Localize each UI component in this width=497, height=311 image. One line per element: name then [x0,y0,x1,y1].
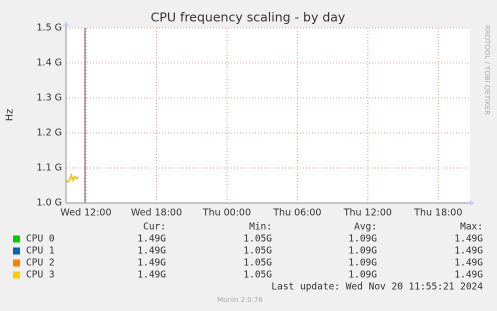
legend-swatch [13,271,20,279]
last-update: Last update: Wed Nov 20 11:55:21 2024 [271,282,483,293]
legend-stat: 1.49G [454,246,483,257]
x-tick-label: Wed 12:00 [60,208,111,219]
y-tick-label: 1.1 G [37,163,63,174]
legend-stat: 1.09G [348,246,377,257]
legend-stat: 1.05G [243,258,272,269]
x-tick-label: Thu 12:00 [343,208,392,219]
x-tick-label: Thu 06:00 [272,208,321,219]
legend-label: CPU 3 [26,270,55,281]
y-tick-label: 1.3 G [37,93,63,104]
legend-stat: 1.49G [137,258,166,269]
legend-stat: 1.49G [454,234,483,245]
legend-stat: 1.05G [243,246,272,257]
legend-header: Cur: [143,222,166,233]
legend-stat: 1.49G [137,270,166,281]
chart-title: CPU frequency scaling - by day [151,10,346,25]
y-tick-label: 1.4 G [37,58,63,69]
legend-header: Avg: [354,222,377,233]
y-tick-label: 1.0 G [37,198,63,209]
x-tick-label: Thu 18:00 [413,208,462,219]
legend: Cur: Min: Avg: Max: CPU 0 1.49G 1.05G 1.09G 1.49… [13,222,483,281]
legend-label: CPU 2 [26,258,55,269]
legend-stat: 1.05G [243,234,272,245]
y-axis-label: Hz [5,109,16,121]
legend-stat: 1.49G [137,246,166,257]
lines [65,173,79,183]
y-arrow [63,21,69,26]
grid [66,27,470,204]
legend-swatch [13,247,20,255]
legend-swatch [13,235,20,243]
legend-stat: 1.49G [137,234,166,245]
footer: Munin 2.0.76 [217,296,263,304]
legend-swatch [13,259,20,267]
legend-stat: 1.09G [348,234,377,245]
legend-stat: 1.05G [243,270,272,281]
x-tick-label: Wed 18:00 [131,208,182,219]
legend-stat: 1.49G [454,258,483,269]
y-tick-label: 1.5 G [37,23,63,34]
legend-stat: 1.09G [348,258,377,269]
legend-stat: 1.49G [454,270,483,281]
x-arrow [470,200,475,206]
legend-label: CPU 1 [26,246,55,257]
series-line [65,173,79,183]
legend-label: CPU 0 [26,234,55,245]
x-tick-label: Thu 00:00 [202,208,251,219]
legend-stat: 1.09G [348,270,377,281]
legend-header: Min: [249,222,272,233]
y-tick-label: 1.2 G [37,128,63,139]
plot-area [66,28,470,203]
side-text: RRDTOOL / TOBI OETIKER [483,25,491,115]
legend-header: Max: [460,222,483,233]
